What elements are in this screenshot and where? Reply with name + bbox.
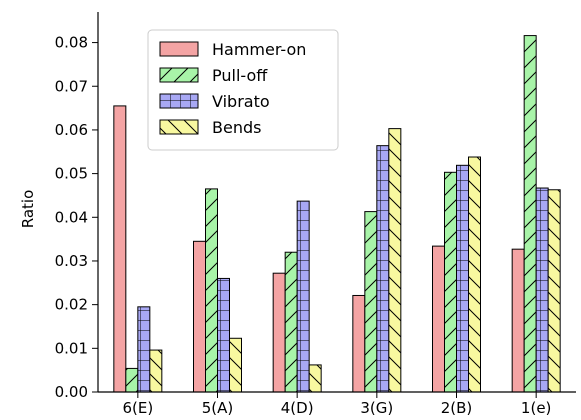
legend-swatch-outline-1	[159, 67, 199, 83]
x-tick-label-2: 4(D)	[281, 399, 314, 417]
x-tick-label-5: 1(e)	[521, 399, 551, 417]
bar-hatch-3-2	[309, 364, 322, 392]
y-tick-label-4: 0.04	[55, 208, 88, 226]
bar-hammer-on-5	[512, 249, 525, 392]
y-tick-label-2: 0.02	[55, 296, 88, 314]
bar-hatch-3-4	[468, 157, 481, 392]
legend-swatch-outline-3	[159, 119, 199, 135]
legend-swatch-hatch-2	[160, 94, 198, 108]
bar-hatch-1-3	[364, 211, 377, 392]
legend-label-3: Bends	[212, 118, 261, 137]
x-tick-label-1: 5(A)	[202, 399, 234, 417]
bar-hatch-2-0	[137, 306, 150, 392]
legend-label-0: Hammer-on	[212, 40, 306, 59]
legend-swatch-0	[160, 42, 198, 56]
y-tick-label-6: 0.06	[55, 121, 88, 139]
bar-hatch-1-4	[444, 172, 457, 392]
bar-hatch-2-5	[536, 188, 549, 392]
bar-hammer-on-2	[273, 273, 286, 392]
legend-label-2: Vibrato	[212, 92, 270, 111]
legend: Hammer-on Pull-off Vibrato Bends	[147, 29, 339, 151]
y-axis-label: Ratio	[19, 190, 37, 229]
bar-hammer-on-0	[113, 105, 126, 392]
bar-hatch-3-1	[229, 338, 242, 392]
bar-hatch-1-2	[285, 252, 298, 392]
bar-hatch-1-0	[125, 368, 138, 392]
bar-hatch-1-1	[205, 188, 218, 392]
bar-hatch-1-5	[524, 35, 537, 392]
legend-label-1: Pull-off	[212, 66, 268, 85]
bar-hammer-on-1	[193, 241, 206, 392]
bar-hatch-2-3	[376, 145, 389, 392]
y-tick-label-0: 0.00	[55, 383, 88, 401]
bar-hatch-2-2	[297, 201, 310, 392]
legend-swatch-hatch-1	[160, 68, 198, 82]
x-tick-label-3: 3(G)	[360, 399, 393, 417]
legend-swatch-hatch-3	[160, 120, 198, 134]
y-tick-label-1: 0.01	[55, 339, 88, 357]
bar-hatch-2-1	[217, 278, 230, 392]
bar-hatch-3-3	[388, 128, 401, 392]
plot-area: 0.00 0.01 0.02 0.03 0.04 0.05 0.06 0.07 0.08 6(E)…	[55, 12, 576, 417]
y-tick-label-3: 0.03	[55, 252, 88, 270]
bar-hatch-3-0	[149, 350, 162, 392]
bar-hammer-on-3	[352, 295, 365, 392]
x-tick-label-0: 6(E)	[122, 399, 153, 417]
y-tick-label-7: 0.07	[55, 77, 88, 95]
bar-hammer-on-4	[432, 246, 445, 392]
legend-swatch-outline-0	[159, 41, 199, 57]
bar-hatch-3-5	[548, 189, 561, 392]
x-tick-label-4: 2(B)	[441, 399, 473, 417]
legend-swatch-outline-2	[159, 93, 199, 109]
y-tick-label-8: 0.08	[55, 34, 88, 52]
y-tick-label-5: 0.05	[55, 165, 88, 183]
bar-hatch-2-4	[456, 165, 469, 392]
